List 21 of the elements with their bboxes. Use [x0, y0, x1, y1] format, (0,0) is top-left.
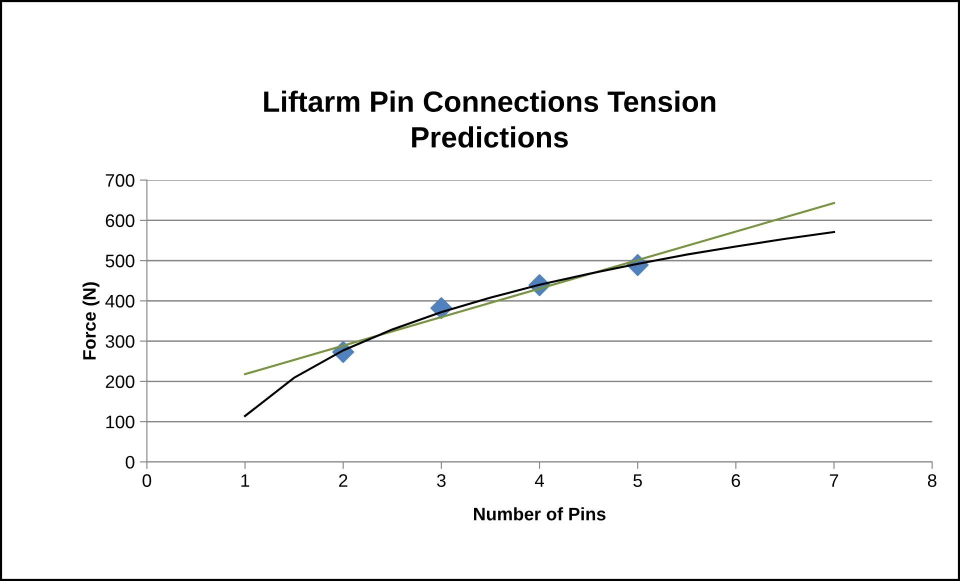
- line-series: [244, 230, 836, 418]
- y-tick-label: 700: [106, 174, 134, 187]
- x-tick-label: 3: [437, 474, 446, 487]
- x-tick-label: 8: [928, 474, 936, 487]
- y-axis-title: Force (N): [82, 282, 100, 360]
- y-tick-label: 300: [106, 335, 134, 348]
- x-tick-label: 7: [830, 474, 838, 487]
- x-tick-label: 0: [142, 474, 152, 487]
- x-tick-label: 6: [732, 474, 740, 487]
- x-tick-label: 1: [241, 474, 250, 487]
- y-tick-label: 400: [105, 294, 134, 308]
- chart-title: Liftarm Pin Connections Tension Predictions: [264, 90, 716, 148]
- y-tick-label: 100: [106, 416, 134, 428]
- x-axis-title: Number of Pins: [474, 507, 606, 520]
- y-tick-label: 200: [106, 375, 134, 388]
- y-tick-label: 600: [106, 214, 134, 228]
- x-tick-label: 5: [633, 474, 642, 487]
- x-tick-label: 2: [339, 474, 348, 487]
- y-tick-label: 0: [126, 456, 134, 469]
- y-tick-label: 500: [106, 254, 134, 268]
- x-tick-label: 4: [534, 474, 544, 487]
